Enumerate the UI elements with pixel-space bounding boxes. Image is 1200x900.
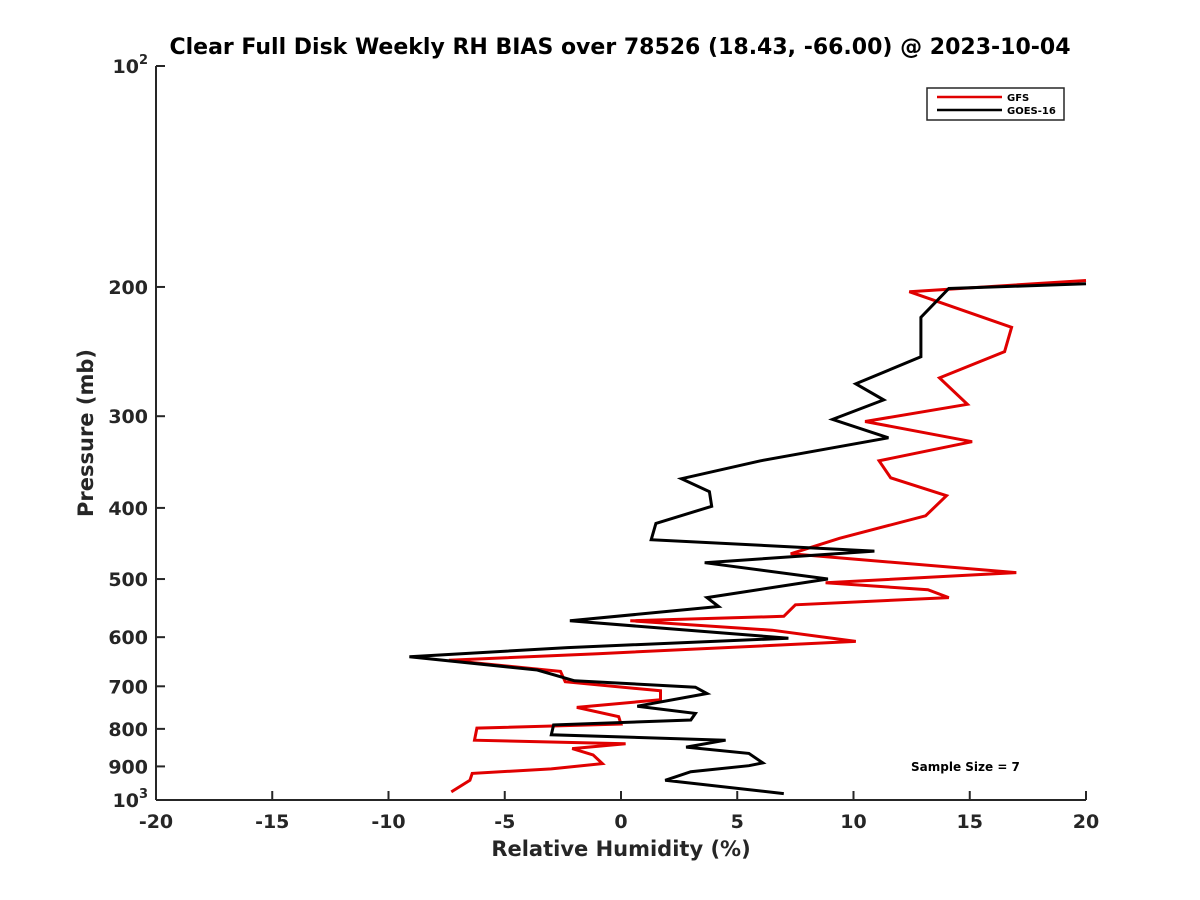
chart-title: Clear Full Disk Weekly RH BIAS over 7852… <box>169 35 1070 60</box>
plot-area: -20 -15 -10 -5 0 5 10 15 20 102 200 300 400 500 600 70… <box>108 53 1099 833</box>
y-axis-ticks: 102 200 300 400 500 600 700 800 900 103 <box>108 53 165 812</box>
x-tick-label: -10 <box>371 811 405 833</box>
series-line-goes16 <box>409 282 1087 796</box>
x-tick-label: -5 <box>494 811 515 833</box>
y-tick-label: 103 <box>113 787 149 812</box>
legend: GFS GOES-16 <box>926 87 1065 121</box>
x-tick-label: 0 <box>614 811 627 833</box>
y-tick-label: 300 <box>108 406 148 428</box>
y-tick-label: 600 <box>108 627 148 649</box>
x-tick-label: 5 <box>731 811 744 833</box>
legend-label-goes16: GOES-16 <box>1007 106 1056 117</box>
x-tick-label: -15 <box>255 811 289 833</box>
series-line-gfs <box>448 279 1087 794</box>
x-tick-label: 10 <box>840 811 866 833</box>
y-axis-label: Pressure (mb) <box>74 349 98 517</box>
y-tick-label: 102 <box>113 53 149 78</box>
sample-size-annotation: Sample Size = 7 <box>911 760 1020 774</box>
y-tick-label: 200 <box>108 277 148 299</box>
y-tick-label: 700 <box>108 676 148 698</box>
legend-label-gfs: GFS <box>1007 93 1029 104</box>
x-tick-label: 15 <box>957 811 983 833</box>
y-tick-label: 400 <box>108 498 148 520</box>
x-axis-label: Relative Humidity (%) <box>491 837 750 861</box>
y-tick-label: 900 <box>108 756 148 778</box>
x-tick-label: -20 <box>139 811 173 833</box>
x-axis-ticks: -20 -15 -10 -5 0 5 10 15 20 <box>139 791 1099 833</box>
y-tick-label: 800 <box>108 719 148 741</box>
x-tick-label: 20 <box>1073 811 1099 833</box>
legend-box <box>926 87 1065 121</box>
y-tick-label: 500 <box>108 569 148 591</box>
data-series <box>409 279 1087 796</box>
